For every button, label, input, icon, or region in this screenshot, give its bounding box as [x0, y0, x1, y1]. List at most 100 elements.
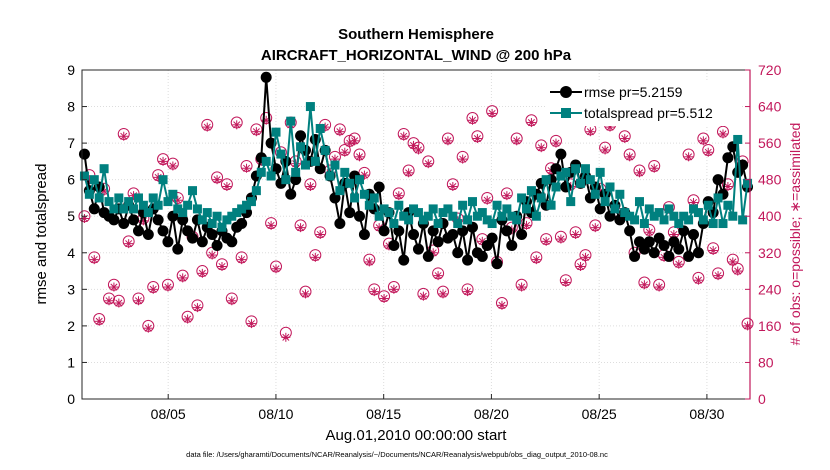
- y2-tick-label: 240: [758, 281, 782, 297]
- spread-point: [207, 219, 217, 229]
- rmse-point: [727, 141, 739, 153]
- spread-point: [148, 193, 158, 203]
- spread-point: [684, 215, 694, 225]
- obs-assimilated-point: [369, 287, 379, 297]
- spread-point: [153, 200, 163, 210]
- y2-tick-label: 320: [758, 245, 782, 261]
- obs-assimilated-point: [119, 131, 129, 141]
- spread-point: [237, 204, 247, 214]
- chart-title-line2: AIRCRAFT_HORIZONTAL_WIND @ 200 hPa: [261, 47, 572, 64]
- obs-assimilated-point: [183, 314, 193, 324]
- obs-assimilated-point: [94, 316, 104, 326]
- obs-assimilated-point: [443, 136, 453, 146]
- obs-assimilated-point: [242, 163, 252, 173]
- spread-point: [453, 219, 463, 229]
- rmse-point: [162, 236, 174, 248]
- obs-assimilated-point: [202, 122, 212, 132]
- spread-point: [232, 208, 242, 218]
- spread-point: [202, 208, 212, 218]
- obs-assimilated-point: [409, 140, 419, 150]
- obs-assimilated-point: [222, 182, 232, 192]
- spread-point: [502, 204, 512, 214]
- spread-point: [615, 189, 625, 199]
- obs-assimilated-point: [693, 275, 703, 285]
- y2-tick-label: 640: [758, 99, 782, 115]
- spread-point: [458, 200, 468, 210]
- spread-point: [413, 208, 423, 218]
- obs-assimilated-point: [649, 163, 659, 173]
- spread-point: [227, 211, 237, 221]
- spread-point: [743, 178, 753, 188]
- spread-point: [355, 175, 365, 185]
- obs-assimilated-point: [340, 147, 350, 157]
- obs-assimilated-point: [404, 168, 414, 178]
- spread-point: [409, 204, 419, 214]
- obs-assimilated-point: [703, 147, 713, 157]
- spread-point: [659, 215, 669, 225]
- spread-point: [556, 171, 566, 181]
- obs-assimilated-point: [517, 282, 527, 292]
- rmse-point: [314, 163, 326, 175]
- obs-assimilated-point: [300, 289, 310, 299]
- spread-point: [119, 204, 129, 214]
- spread-point: [384, 208, 394, 218]
- rmse-point: [516, 229, 528, 240]
- rmse-point: [683, 250, 695, 262]
- rmse-point: [187, 232, 199, 244]
- obs-assimilated-point: [698, 136, 708, 146]
- rmse-point: [344, 207, 356, 219]
- rmse-point: [688, 229, 700, 240]
- spread-point: [276, 149, 286, 159]
- obs-assimilated-point: [448, 182, 458, 192]
- obs-assimilated-point: [227, 296, 237, 306]
- rmse-point: [412, 243, 424, 255]
- rmse-point: [157, 225, 169, 237]
- y-tick-label: 5: [67, 208, 75, 224]
- rmse-point: [462, 254, 474, 266]
- spread-point: [173, 204, 183, 214]
- spread-point: [379, 204, 389, 214]
- spread-point: [517, 193, 527, 203]
- spread-point: [566, 197, 576, 207]
- legend-rmse-label: rmse pr=5.2159: [584, 84, 683, 100]
- obs-assimilated-point: [394, 191, 404, 201]
- spread-point: [541, 175, 551, 185]
- spread-point: [364, 200, 374, 210]
- spread-point: [286, 116, 296, 126]
- spread-point: [158, 175, 168, 185]
- spread-point: [266, 171, 276, 181]
- rmse-point: [624, 225, 636, 237]
- obs-assimilated-point: [458, 154, 468, 164]
- obs-assimilated-point: [718, 129, 728, 139]
- obs-assimilated-point: [585, 127, 595, 137]
- rmse-point: [594, 203, 606, 215]
- obs-assimilated-point: [364, 257, 374, 267]
- spread-point: [507, 211, 517, 221]
- obs-assimilated-point: [104, 296, 114, 306]
- obs-assimilated-point: [713, 271, 723, 281]
- y-tick-label: 9: [67, 62, 75, 78]
- obs-assimilated-point: [89, 255, 99, 265]
- obs-assimilated-point: [251, 127, 261, 137]
- rmse-point: [629, 250, 641, 262]
- spread-point: [89, 175, 99, 185]
- spread-point: [404, 215, 414, 225]
- y-axis-label: rmse and totalspread: [33, 164, 50, 305]
- rmse-point: [393, 225, 405, 237]
- obs-assimilated-point: [350, 136, 360, 146]
- spread-point: [129, 204, 139, 214]
- spread-point: [197, 215, 207, 225]
- legend-box: [546, 80, 742, 126]
- obs-assimilated-point: [536, 143, 546, 153]
- rmse-point: [78, 148, 90, 160]
- spread-point: [600, 197, 610, 207]
- obs-assimilated-point: [438, 289, 448, 299]
- rmse-point: [722, 152, 734, 164]
- spread-point: [183, 200, 193, 210]
- y2-tick-label: 560: [758, 135, 782, 151]
- rmse-point: [491, 258, 503, 270]
- obs-assimilated-point: [133, 296, 143, 306]
- rmse-point: [378, 225, 390, 237]
- y-tick-label: 0: [67, 391, 75, 407]
- spread-point: [84, 189, 94, 199]
